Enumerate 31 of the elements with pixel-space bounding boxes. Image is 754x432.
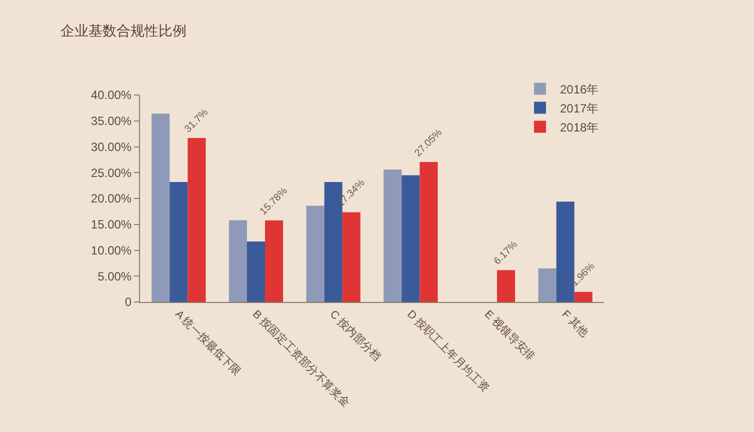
bar [342,212,360,302]
bar [538,268,556,302]
legend-label: 2017年 [560,101,599,116]
y-tick-label: 0 [124,295,132,310]
y-tick-label: 25.00% [90,166,132,180]
x-tick-label: A 统一按最低下限 [172,308,244,378]
bar [574,292,592,302]
bar [384,170,402,302]
bar [170,182,188,302]
x-tick-label: E 视领导安排 [482,308,538,363]
x-tick-label: F 其他 [559,308,591,340]
y-tick-label: 40.00% [90,88,132,102]
bar [306,206,324,302]
bar [228,220,247,302]
bar [246,241,266,302]
bar [497,270,516,302]
legend-label: 2018年 [560,120,599,134]
y-tick-label: 15.00% [90,218,132,232]
y-tick-label: 10.00% [90,243,132,258]
x-tick-label: C 按内部分档 [327,308,384,364]
chart-title: 企业基数合规性比例 [60,22,186,39]
y-tick-label: 30.00% [90,140,132,154]
bar [402,175,420,302]
y-tick-label: 20.00% [90,192,132,206]
legend-label: 2016年 [560,82,599,96]
bar [188,138,206,302]
y-tick-label: 5.00% [98,269,132,284]
bar [152,114,170,302]
bar [265,220,284,302]
y-tick-label: 35.00% [90,114,132,128]
bar [420,162,438,302]
